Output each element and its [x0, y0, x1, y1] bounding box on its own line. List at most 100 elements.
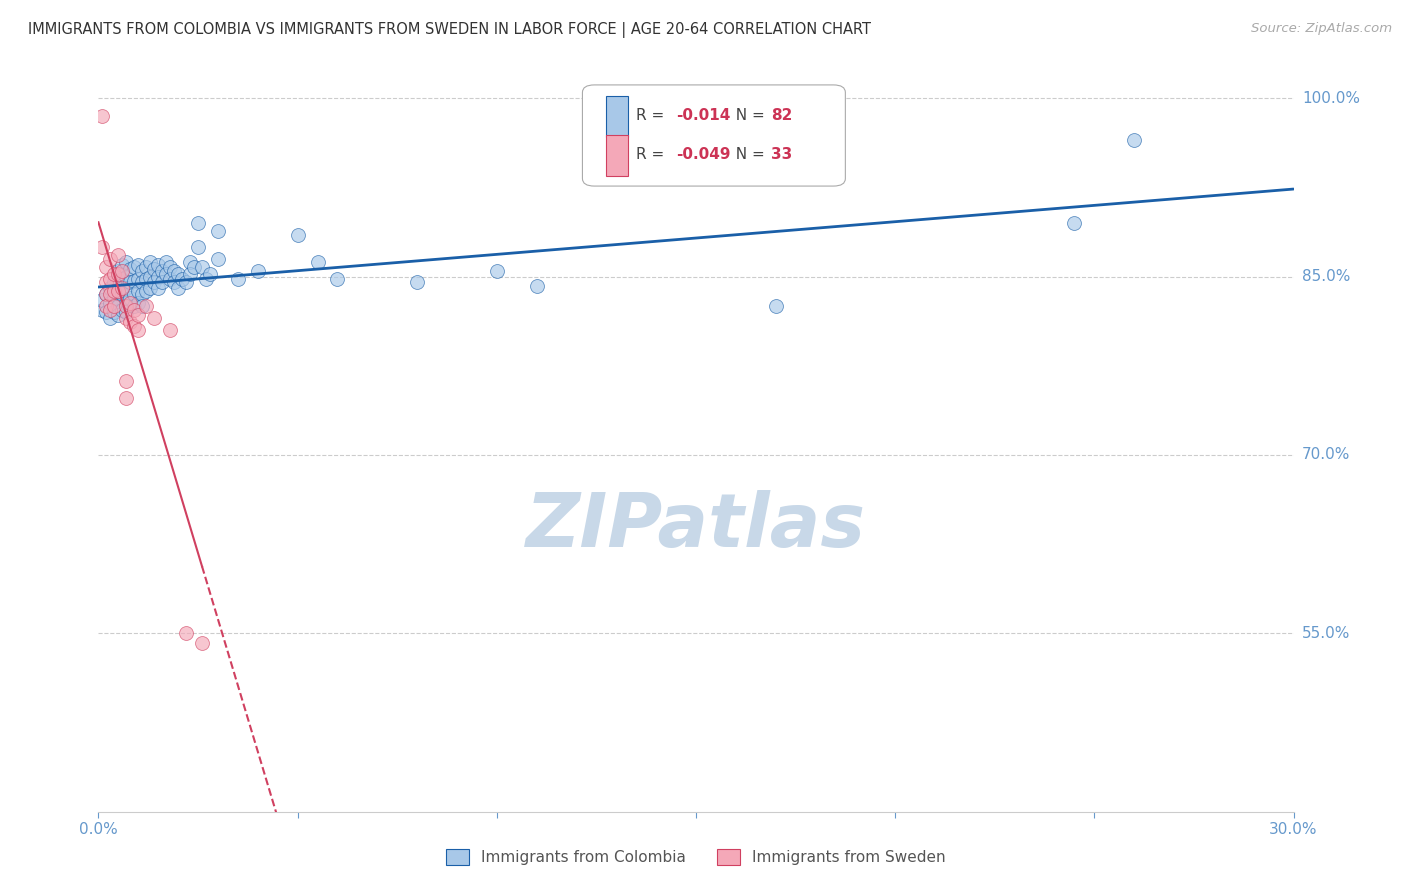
Point [155, 255, 177, 269]
Text: 82: 82 [772, 108, 793, 123]
Text: -0.049: -0.049 [676, 146, 730, 161]
Point [120, 295, 142, 310]
Point [159, 260, 181, 274]
Text: 100.0%: 100.0% [1302, 91, 1360, 105]
Point [98, 281, 122, 295]
Point [98, 272, 122, 286]
Point [124, 287, 146, 301]
Point [103, 305, 125, 319]
Point [307, 255, 329, 269]
Point [135, 272, 157, 286]
Point [91, 109, 114, 123]
Point [198, 267, 221, 281]
Point [167, 267, 190, 281]
Point [124, 319, 146, 334]
Text: IMMIGRANTS FROM COLOMBIA VS IMMIGRANTS FROM SWEDEN IN LABOR FORCE | AGE 20-64 CO: IMMIGRANTS FROM COLOMBIA VS IMMIGRANTS F… [28, 22, 872, 38]
Point [91, 293, 114, 308]
Point [115, 391, 138, 405]
Point [91, 240, 114, 254]
Point [115, 295, 138, 310]
Point [183, 260, 205, 274]
Point [765, 299, 787, 313]
Point [526, 279, 548, 293]
Point [115, 299, 138, 313]
Point [111, 263, 134, 277]
Point [139, 255, 162, 269]
Point [172, 272, 194, 286]
Point [143, 262, 166, 277]
Point [127, 284, 149, 298]
Point [150, 263, 173, 277]
Point [163, 263, 186, 277]
Point [91, 302, 114, 317]
Point [111, 302, 134, 317]
Point [139, 281, 162, 295]
Bar [606, 135, 628, 176]
Point [115, 269, 138, 284]
Point [163, 276, 186, 290]
Point [406, 276, 429, 290]
Point [127, 272, 149, 286]
Point [131, 287, 153, 301]
Point [120, 315, 142, 329]
Point [127, 308, 149, 322]
Point [148, 258, 170, 272]
Point [135, 284, 157, 298]
Point [127, 323, 149, 337]
Point [98, 287, 122, 301]
Text: N =: N = [725, 146, 769, 161]
Point [287, 227, 309, 242]
Point [96, 276, 118, 290]
Point [115, 281, 138, 295]
Point [155, 267, 177, 281]
Point [148, 269, 170, 284]
Point [131, 263, 153, 277]
Point [187, 240, 209, 254]
Point [111, 281, 134, 295]
Point [485, 263, 508, 277]
Point [143, 276, 166, 290]
Point [124, 274, 146, 288]
Legend: Immigrants from Colombia, Immigrants from Sweden: Immigrants from Colombia, Immigrants fro… [440, 843, 952, 871]
Point [124, 299, 146, 313]
FancyBboxPatch shape [582, 85, 845, 186]
Point [131, 276, 153, 290]
Point [326, 272, 349, 286]
Point [103, 299, 125, 313]
Point [1063, 216, 1085, 230]
Text: R =: R = [636, 146, 669, 161]
Text: ZIPatlas: ZIPatlas [526, 491, 866, 564]
Point [107, 267, 129, 281]
Point [96, 287, 118, 301]
Point [107, 284, 129, 298]
Point [124, 302, 146, 317]
Point [103, 291, 125, 305]
Point [96, 260, 118, 274]
Bar [606, 95, 628, 137]
Point [187, 216, 209, 230]
Point [207, 252, 229, 266]
Point [174, 626, 197, 640]
Point [143, 311, 166, 326]
Point [107, 263, 129, 277]
Point [115, 311, 138, 326]
Point [179, 267, 201, 281]
Point [98, 311, 122, 326]
Text: -0.014: -0.014 [676, 108, 730, 123]
Point [226, 272, 249, 286]
Point [98, 252, 122, 266]
Point [174, 276, 197, 290]
Point [120, 262, 142, 277]
Point [98, 295, 122, 310]
Point [115, 305, 138, 319]
Point [139, 269, 162, 284]
Point [167, 281, 190, 295]
Text: 85.0%: 85.0% [1302, 269, 1350, 284]
Point [127, 295, 149, 310]
Point [115, 255, 138, 269]
Point [111, 272, 134, 286]
Point [103, 267, 125, 281]
Point [124, 260, 146, 274]
Text: Source: ZipAtlas.com: Source: ZipAtlas.com [1251, 22, 1392, 36]
Point [159, 323, 181, 337]
